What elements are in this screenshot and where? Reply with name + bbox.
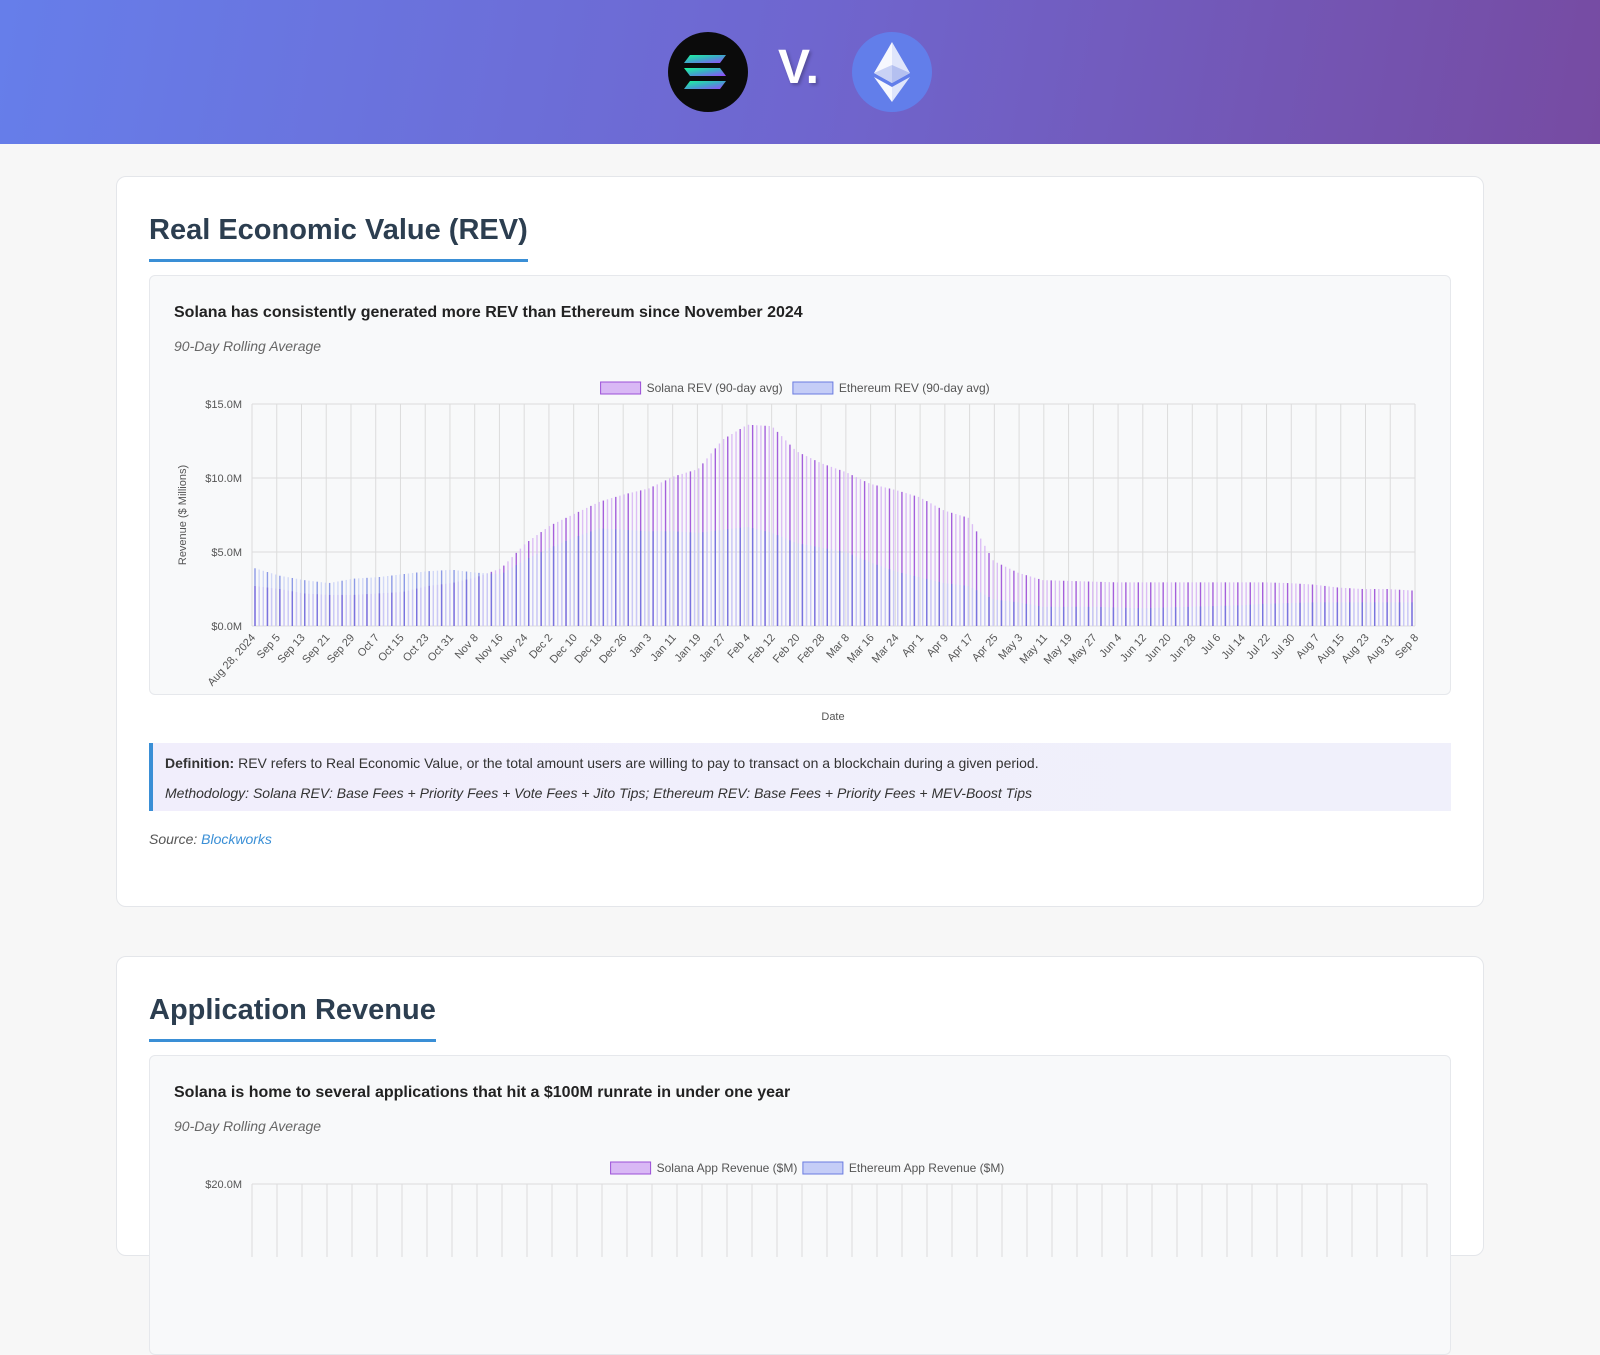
x-tick-label: Oct 23 [401,632,432,664]
x-tick-label: Oct 31 [426,632,457,664]
app-revenue-chart-heading: Solana is home to several applications t… [174,1084,791,1101]
definition-box: Definition: REV refers to Real Economic … [149,743,1451,811]
x-tick-label: Jun 12 [1118,632,1149,665]
header-banner: V. [0,0,1600,144]
app-revenue-section-card: Application Revenue Solana is home to se… [116,956,1485,1355]
x-tick-label: Apr 1 [900,632,927,660]
rev-chart-heading: Solana has consistently generated more R… [174,304,803,321]
app-revenue-section-title: Application Revenue [149,993,436,1042]
y-axis-label: Revenue ($ Millions) [177,465,189,565]
legend-label: Ethereum App Revenue ($M) [849,1161,1004,1175]
ethereum-rev-series [254,527,1413,626]
x-tick-label: Jul 22 [1244,632,1273,662]
y-tick-label: $5.0M [211,547,242,559]
y-tick-label: $10.0M [205,473,242,485]
x-tick-label: Aug 28, 2024 [206,632,259,689]
x-tick-label: Sep 8 [1393,632,1421,661]
app-revenue-chart-subheading: 90-Day Rolling Average [174,1118,322,1134]
versus-label: V. [778,41,819,94]
x-tick-label: Oct 15 [376,632,407,664]
y-tick-label: $15.0M [205,399,242,411]
x-tick-label: Nov 24 [498,632,530,666]
definition-label: Definition: [165,755,235,771]
legend-label: Solana REV (90-day avg) [647,381,783,395]
rev-section-title: Real Economic Value (REV) [149,213,528,262]
x-tick-label: Mar 24 [870,632,902,665]
legend-swatch [792,381,834,395]
source-label: Source: [149,831,198,847]
y-tick-label: $0.0M [211,621,242,633]
legend-label: Ethereum REV (90-day avg) [839,381,990,395]
x-tick-label: Dec 26 [597,632,629,666]
y-tick-label: $20.0M [205,1179,242,1191]
x-axis-label: Date [821,711,844,723]
x-tick-label: Aug 31 [1364,632,1396,666]
source-link[interactable]: Blockworks [201,831,272,847]
solana-logo-icon [668,32,748,112]
definition-text: REV refers to Real Economic Value, or th… [238,755,1039,771]
x-tick-label: Jun 20 [1143,632,1174,665]
ethereum-logo-icon [852,32,932,112]
legend-swatch [610,1161,652,1175]
x-tick-label: Jul 30 [1269,632,1298,662]
x-tick-label: Jan 27 [697,632,728,665]
x-tick-label: Feb 28 [796,632,828,665]
source-line: Source: Blockworks [149,831,272,847]
legend-swatch [600,381,642,395]
app-revenue-chart[interactable]: Solana App Revenue ($M) Ethereum App Reve… [117,957,1485,1257]
x-tick-label: Apr 25 [970,632,1001,664]
legend-swatch [802,1161,844,1175]
x-tick-label: Sep 29 [325,632,357,666]
x-tick-label: Jul 14 [1219,632,1248,662]
rev-chart[interactable]: Solana REV (90-day avg) Ethereum REV (90-… [117,177,1485,737]
legend-label: Solana App Revenue ($M) [657,1161,798,1175]
rev-chart-subheading: 90-Day Rolling Average [174,338,322,354]
x-tick-label: Jun 28 [1168,632,1199,665]
x-tick-label: Jan 19 [673,632,704,665]
x-tick-label: Apr 17 [945,632,976,664]
rev-section-card: Real Economic Value (REV) Solana has con… [116,176,1484,907]
methodology-text: Methodology: Solana REV: Base Fees + Pri… [165,785,1032,801]
